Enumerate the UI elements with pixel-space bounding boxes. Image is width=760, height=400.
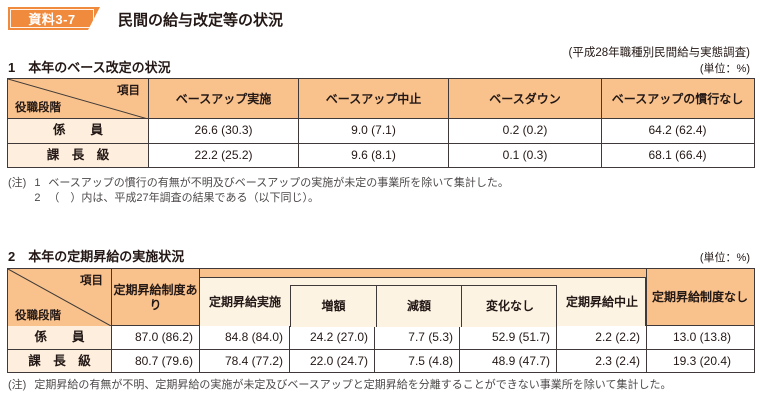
section1-unit-label: (単位：%) (699, 63, 750, 75)
table1-row-kakarin: 係 員 26.6 (30.3) 9.0 (7.1) 0.2 (0.2) 64.2… (8, 119, 754, 143)
note-item: 1 ベースアップの慣行の有無が不明及びベースアップの実施が未定の事業所を除いて集計… (34, 176, 509, 191)
value-cell: 0.2 (0.2) (448, 119, 601, 143)
value-cell: 0.1 (0.3) (448, 144, 601, 167)
table1-corner-cell: 項目 役職段階 (8, 79, 148, 119)
value-cell: 19.3 (20.4) (646, 350, 753, 372)
col-header-seido-ari: 定期昇給制度あり (113, 282, 198, 312)
value-cell: 64.2 (62.4) (601, 119, 753, 143)
table2-note: (注) 定期昇給の有無が不明、定期昇給の実施が未定及びベースアップと定期昇給を分… (8, 378, 671, 393)
col-header-baseup-jisshi: ベースアップ実施 (148, 79, 298, 118)
header-divider (646, 269, 647, 325)
table1-row-kacho: 課 長 級 22.2 (25.2) 9.6 (8.1) 0.1 (0.3) 68… (8, 143, 754, 167)
col-header-seido-nashi: 定期昇給制度なし (651, 290, 748, 304)
value-cell: 87.0 (86.2) (111, 326, 199, 349)
section2-unit-label: (単位：%) (699, 252, 750, 264)
note-items: 1 ベースアップの慣行の有無が不明及びベースアップの実施が未定の事業所を除いて集計… (34, 176, 509, 206)
corner-rank-label: 役職段階 (15, 310, 61, 322)
col-header-teiki-chushi: 定期昇給中止 (565, 294, 638, 309)
survey-source-note: (平成28年職種別民間給与実態調査) (568, 47, 750, 59)
table2-row-kacho: 課 長 級 80.7 (79.6) 78.4 (77.2) 22.0 (24.7… (8, 349, 754, 372)
value-cell: 2.2 (2.2) (556, 326, 646, 349)
diagonal-line (8, 79, 148, 119)
note-text: （ ）内は、平成27年調査の結果である（以下同じ）。 (48, 192, 319, 204)
value-cell: 7.5 (4.8) (374, 350, 459, 372)
corner-item-label: 項目 (80, 275, 103, 287)
row-label: 係 員 (8, 119, 148, 143)
seido-ari-subgroup: 定期昇給実施 定期昇給中止 増額 減額 変化なし (199, 277, 646, 327)
base-revision-table: 項目 役職段階 ベースアップ実施 ベースアップ中止 ベースダウン ベースアップの… (7, 78, 755, 168)
value-cell: 9.0 (7.1) (298, 119, 448, 143)
table1-header-row: 項目 役職段階 ベースアップ実施 ベースアップ中止 ベースダウン ベースアップの… (8, 79, 754, 119)
corner-item-label: 項目 (117, 85, 140, 97)
value-cell: 7.7 (5.3) (374, 326, 459, 349)
value-cell: 22.0 (24.7) (289, 350, 374, 372)
table2-corner-cell: 項目 役職段階 (8, 269, 111, 326)
table2-header: 項目 役職段階 定期昇給制度あり 定期昇給制度なし 定期昇給実施 定期昇給中止 … (8, 269, 754, 327)
row-label: 課 長 級 (8, 350, 111, 372)
col-header-teiki-jisshi: 定期昇給実施 (208, 294, 281, 309)
note-item: 2 （ ）内は、平成27年調査の結果である（以下同じ）。 (34, 191, 509, 206)
value-cell: 26.6 (30.3) (148, 119, 298, 143)
value-cell: 13.0 (13.8) (646, 326, 753, 349)
page-title: 民間の給与改定等の状況 (118, 12, 284, 29)
section2-heading: 2 本年の定期昇給の実施状況 (8, 249, 185, 264)
value-cell: 78.4 (77.2) (199, 350, 289, 372)
jisshi-subgroup: 増額 減額 変化なし (290, 285, 557, 327)
note-label: (注) (8, 177, 27, 189)
header-divider (111, 269, 112, 325)
table1-notes: (注) 1 ベースアップの慣行の有無が不明及びベースアップの実施が未定の事業所を除… (8, 176, 509, 206)
document-number-badge: 資料3-7 (8, 7, 100, 30)
value-cell: 68.1 (66.4) (601, 144, 753, 167)
value-cell: 48.9 (47.7) (459, 350, 556, 372)
document-number-label: 資料3-7 (10, 9, 94, 28)
section1-heading: 1 本年のベース改定の状況 (8, 60, 171, 75)
col-header-zougaku: 増額 (321, 299, 346, 313)
col-header-henkanashi: 変化なし (461, 286, 558, 327)
col-header-gengaku: 減額 (376, 286, 461, 327)
col-header-baseup-kanko-nashi: ベースアップの慣行なし (601, 79, 753, 118)
note-number: 1 (34, 177, 41, 189)
col-header-baseup-chushi: ベースアップ中止 (298, 79, 448, 118)
value-cell: 52.9 (51.7) (459, 326, 556, 349)
diagonal-line (8, 269, 111, 326)
note-number: 2 (34, 192, 41, 204)
col-header-basedown: ベースダウン (448, 79, 601, 118)
value-cell: 2.3 (2.4) (556, 350, 646, 372)
table2-row-kakarin: 係 員 87.0 (86.2) 84.8 (84.0) 24.2 (27.0) … (8, 326, 754, 349)
row-label: 課 長 級 (8, 144, 148, 167)
value-cell: 9.6 (8.1) (298, 144, 448, 167)
note-text: 定期昇給の有無が不明、定期昇給の実施が未定及びベースアップと定期昇給を分離するこ… (34, 379, 672, 391)
row-label: 係 員 (8, 326, 111, 349)
corner-rank-label: 役職段階 (15, 102, 61, 114)
value-cell: 24.2 (27.0) (289, 326, 374, 349)
value-cell: 22.2 (25.2) (148, 144, 298, 167)
note-label: (注) (8, 379, 27, 391)
regular-raise-table: 項目 役職段階 定期昇給制度あり 定期昇給制度なし 定期昇給実施 定期昇給中止 … (7, 268, 755, 373)
value-cell: 84.8 (84.0) (199, 326, 289, 349)
value-cell: 80.7 (79.6) (111, 350, 199, 372)
note-text: ベースアップの慣行の有無が不明及びベースアップの実施が未定の事業所を除いて集計し… (48, 177, 509, 189)
